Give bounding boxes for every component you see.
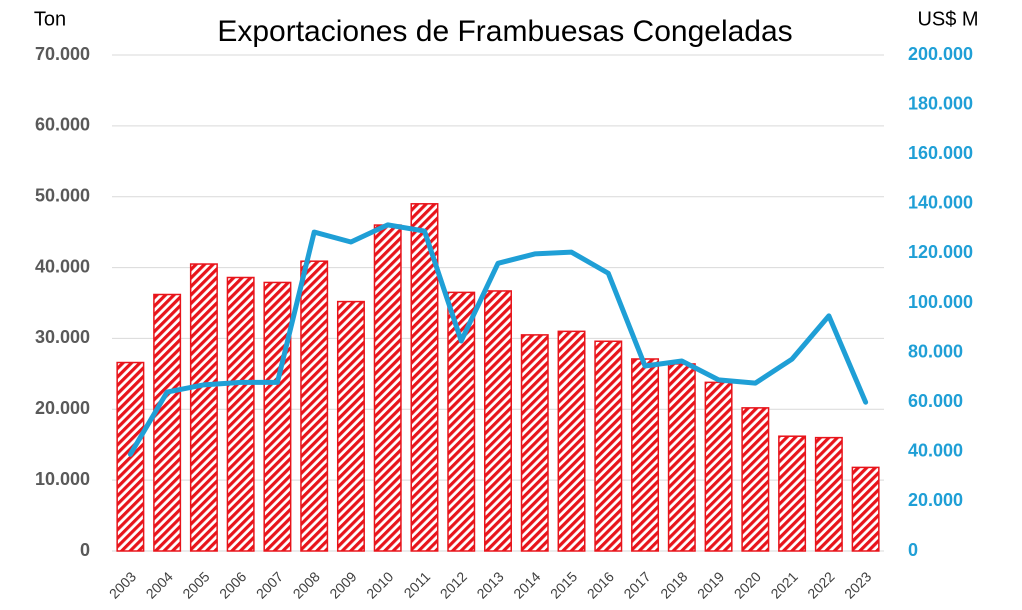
bar: [667, 363, 696, 552]
x-tick-label: 2023: [841, 568, 874, 601]
x-tick-label: 2020: [731, 568, 764, 601]
y-tick-label: 60.000: [35, 115, 90, 135]
bar: [704, 381, 733, 552]
y2-tick-label: 180.000: [908, 93, 973, 113]
x-tick-label: 2010: [363, 568, 396, 601]
y2-tick-label: 20.000: [908, 490, 963, 510]
x-tick-label: 2008: [290, 568, 323, 601]
x-tick-label: 2021: [767, 568, 800, 601]
x-tick-label: 2006: [216, 568, 249, 601]
y-tick-label: 10.000: [35, 469, 90, 489]
x-tick-label: 2003: [106, 568, 139, 601]
bar: [594, 340, 623, 552]
x-tick-label: 2004: [143, 568, 176, 601]
y2-tick-label: 200.000: [908, 44, 973, 64]
y2-tick-label: 140.000: [908, 193, 973, 213]
y-tick-label: 70.000: [35, 44, 90, 64]
y2-tick-label: 60.000: [908, 391, 963, 411]
y-tick-label: 0: [80, 540, 90, 560]
bar: [741, 407, 770, 552]
bar: [373, 224, 402, 552]
bar: [557, 330, 586, 552]
y2-tick-label: 80.000: [908, 341, 963, 361]
bar: [153, 293, 182, 552]
x-tick-label: 2007: [253, 568, 286, 601]
x-tick-label: 2011: [401, 568, 434, 601]
x-tick-label: 2013: [473, 568, 506, 601]
x-tick-label: 2018: [657, 568, 690, 601]
bar: [336, 300, 365, 552]
y2-tick-label: 120.000: [908, 242, 973, 262]
bar: [778, 435, 807, 552]
bar: [226, 276, 255, 552]
y2-axis-label: US$ M: [917, 8, 978, 30]
bar: [814, 436, 843, 552]
y2-tick-label: 0: [908, 540, 918, 560]
x-tick-label: 2022: [804, 568, 837, 601]
x-tick-label: 2009: [326, 568, 359, 601]
bar: [520, 334, 549, 552]
bar: [189, 263, 218, 552]
bar: [484, 290, 512, 552]
y2-tick-label: 40.000: [908, 441, 963, 461]
x-tick-label: 2005: [179, 568, 212, 601]
y2-tick-label: 160.000: [908, 143, 973, 163]
bar: [447, 291, 476, 552]
x-tick-label: 2015: [547, 568, 580, 601]
bar: [300, 260, 329, 552]
x-tick-label: 2017: [620, 568, 653, 601]
y-tick-label: 40.000: [35, 256, 90, 276]
y-tick-label: 20.000: [35, 398, 90, 418]
bar: [851, 466, 880, 552]
y-axis-label: Ton: [34, 8, 66, 30]
line: [127, 222, 869, 457]
x-tick-label: 2012: [437, 568, 470, 601]
x-tick-label: 2014: [510, 568, 543, 601]
x-tick-label: 2019: [694, 568, 727, 601]
chart-title: Exportaciones de Frambuesas Congeladas: [217, 15, 792, 48]
y2-tick-label: 100.000: [908, 292, 973, 312]
y-tick-label: 50.000: [35, 185, 90, 205]
x-tick-label: 2016: [584, 568, 617, 601]
bar: [631, 358, 660, 552]
y-tick-label: 30.000: [35, 327, 90, 347]
bar: [263, 281, 292, 552]
